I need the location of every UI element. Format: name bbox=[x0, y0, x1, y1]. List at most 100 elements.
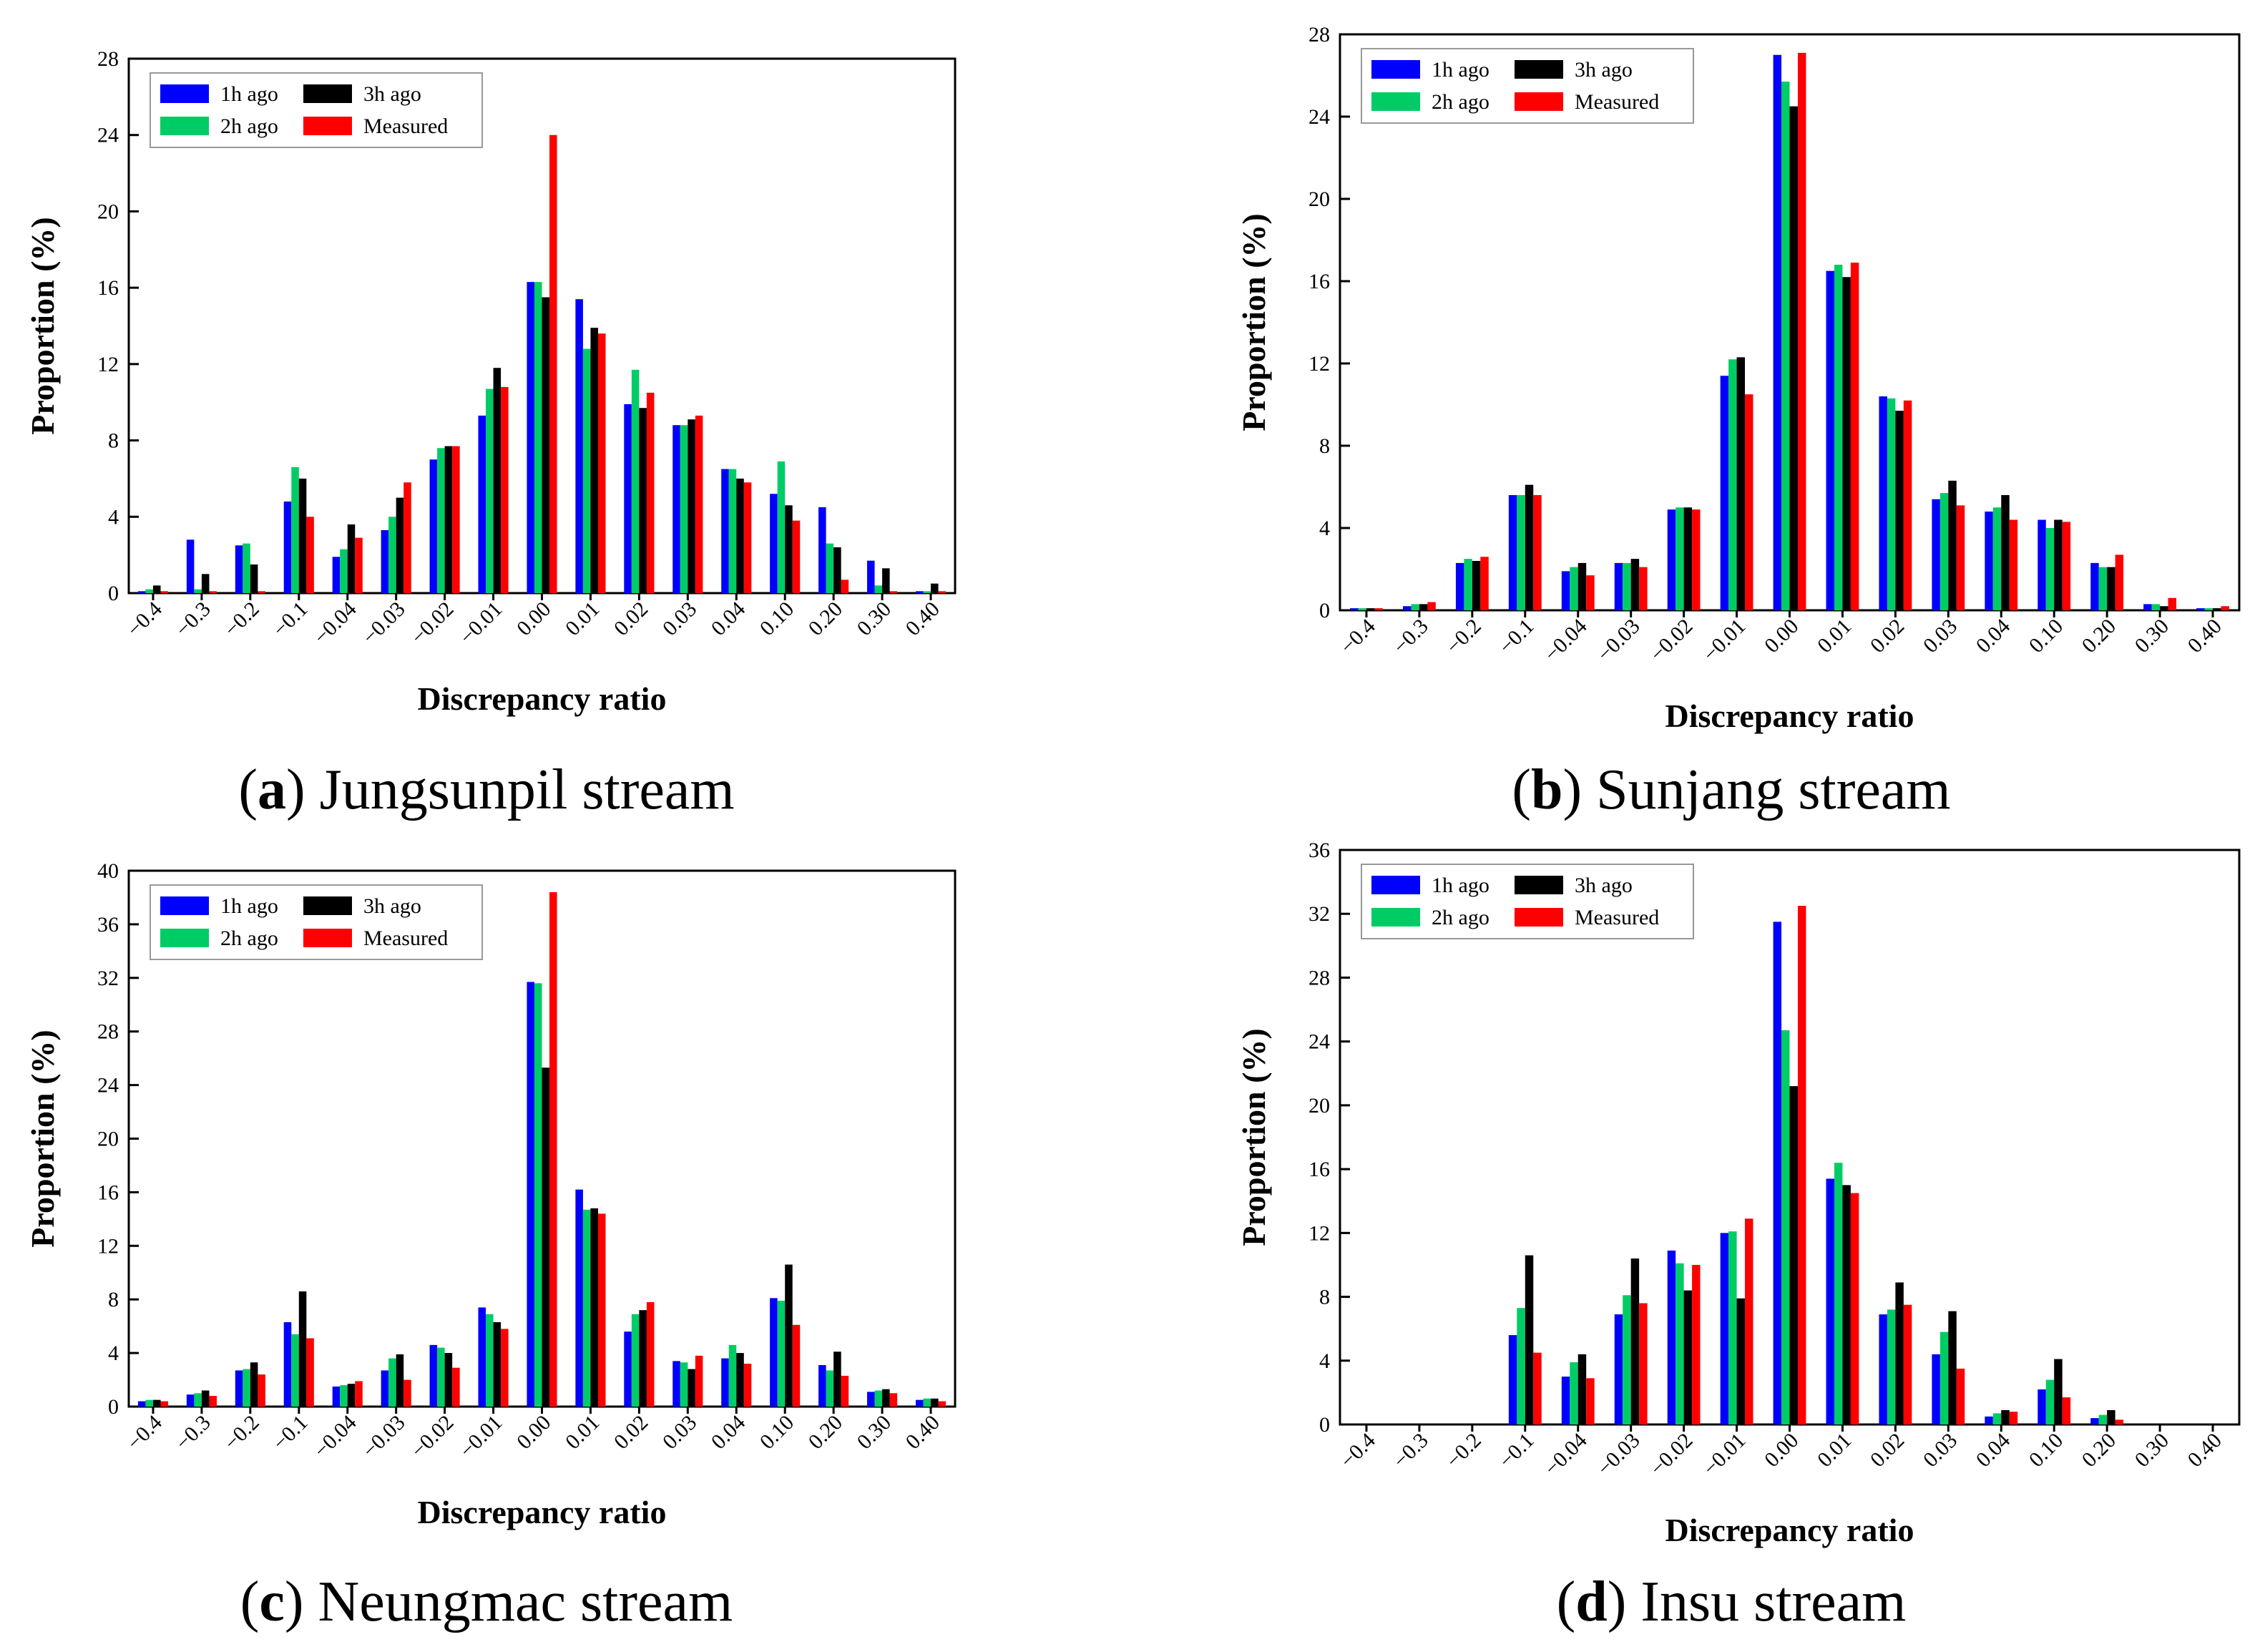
bar-2h-ago bbox=[486, 1314, 494, 1407]
legend-label: 2h ago bbox=[1432, 90, 1489, 114]
bar-2h-ago bbox=[1992, 507, 2002, 610]
bar-measured bbox=[1850, 1193, 1859, 1424]
bar-3h-ago bbox=[1789, 1086, 1798, 1424]
bar-3h-ago bbox=[493, 1322, 502, 1407]
bar-2h-ago bbox=[2045, 528, 2055, 610]
bar-measured bbox=[549, 891, 557, 1407]
bar-1h-ago bbox=[2196, 608, 2205, 610]
bar-1h-ago bbox=[818, 507, 826, 593]
bar-1h-ago bbox=[1932, 499, 1940, 610]
y-tick-label: 24 bbox=[1308, 1030, 1330, 1054]
bar-1h-ago bbox=[624, 404, 632, 593]
bar-1h-ago bbox=[770, 1298, 778, 1407]
y-tick-label: 0 bbox=[108, 1395, 119, 1419]
bar-3h-ago bbox=[931, 583, 939, 593]
bar-2h-ago bbox=[1676, 507, 1684, 610]
bar-3h-ago bbox=[1683, 1290, 1693, 1424]
bar-1h-ago bbox=[332, 557, 341, 593]
bar-measured bbox=[403, 482, 411, 593]
bar-1h-ago bbox=[2038, 519, 2046, 610]
y-tick-label: 32 bbox=[97, 967, 119, 990]
bar-1h-ago bbox=[381, 529, 389, 593]
y-tick-label: 36 bbox=[1308, 839, 1330, 862]
bar-1h-ago bbox=[575, 1189, 583, 1407]
bar-measured bbox=[1903, 400, 1912, 610]
bar-measured bbox=[792, 520, 801, 593]
bar-1h-ago bbox=[1985, 512, 1993, 610]
bar-2h-ago bbox=[2151, 604, 2161, 610]
bar-3h-ago bbox=[2107, 1409, 2115, 1424]
bar-1h-ago bbox=[867, 1392, 875, 1407]
bar-3h-ago bbox=[444, 1353, 453, 1407]
bar-3h-ago bbox=[444, 446, 453, 593]
bar-measured bbox=[889, 591, 898, 593]
bar-2h-ago bbox=[1358, 608, 1366, 610]
bar-measured bbox=[355, 537, 363, 593]
y-tick-label: 28 bbox=[1308, 23, 1330, 47]
bar-2h-ago bbox=[631, 1314, 640, 1407]
bar-measured bbox=[889, 1393, 898, 1407]
bar-3h-ago bbox=[1736, 357, 1746, 610]
bar-measured bbox=[452, 1367, 460, 1407]
bar-1h-ago bbox=[818, 1364, 826, 1407]
bar-measured bbox=[2221, 606, 2229, 610]
bar-2h-ago bbox=[874, 585, 883, 593]
bar-2h-ago bbox=[1887, 1309, 1896, 1424]
legend-swatch bbox=[1371, 92, 1420, 111]
bar-3h-ago bbox=[2001, 495, 2010, 610]
bar-1h-ago bbox=[527, 982, 534, 1407]
y-axis-title: Proportion (%) bbox=[24, 217, 61, 435]
bar-3h-ago bbox=[1419, 604, 1428, 610]
y-tick-label: 32 bbox=[1308, 902, 1330, 926]
bar-3h-ago bbox=[736, 478, 744, 593]
bar-3h-ago bbox=[347, 524, 356, 593]
bar-1h-ago bbox=[1932, 1354, 1940, 1424]
bar-measured bbox=[1427, 602, 1436, 610]
y-tick-label: 8 bbox=[108, 1288, 119, 1311]
bar-2h-ago bbox=[2098, 1414, 2108, 1424]
bar-2h-ago bbox=[1676, 1263, 1684, 1424]
bar-2h-ago bbox=[874, 1390, 883, 1407]
y-tick-label: 12 bbox=[1308, 352, 1330, 376]
bar-2h-ago bbox=[194, 1393, 202, 1407]
bar-3h-ago bbox=[152, 1399, 161, 1407]
bar-1h-ago bbox=[1350, 608, 1359, 610]
bar-measured bbox=[1903, 1304, 1912, 1424]
legend-label: 3h ago bbox=[363, 894, 421, 918]
legend-swatch bbox=[1515, 908, 1563, 927]
legend-swatch bbox=[160, 84, 209, 103]
bar-1h-ago bbox=[770, 494, 778, 593]
bar-measured bbox=[2168, 597, 2177, 610]
bar-3h-ago bbox=[1577, 562, 1587, 610]
y-axis-title: Proportion (%) bbox=[1236, 1028, 1272, 1246]
bar-3h-ago bbox=[493, 368, 502, 593]
bar-1h-ago bbox=[1561, 1377, 1570, 1424]
bar-measured bbox=[306, 517, 314, 593]
bar-1h-ago bbox=[721, 1358, 729, 1407]
bar-2h-ago bbox=[1517, 495, 1525, 610]
bar-1h-ago bbox=[283, 501, 292, 593]
bar-measured bbox=[1533, 495, 1542, 610]
bar-2h-ago bbox=[1411, 604, 1419, 610]
y-tick-label: 0 bbox=[108, 582, 119, 605]
bar-3h-ago bbox=[1789, 106, 1798, 610]
bar-2h-ago bbox=[534, 983, 542, 1407]
bar-2h-ago bbox=[923, 591, 931, 593]
bar-3h-ago bbox=[298, 478, 307, 593]
bar-measured bbox=[597, 333, 606, 593]
bar-2h-ago bbox=[437, 448, 445, 593]
bar-2h-ago bbox=[826, 1370, 834, 1407]
bar-measured bbox=[695, 1355, 703, 1407]
bar-2h-ago bbox=[243, 1369, 250, 1407]
legend-label: Measured bbox=[363, 927, 448, 950]
bar-2h-ago bbox=[194, 589, 202, 593]
bar-3h-ago bbox=[931, 1398, 939, 1407]
bar-2h-ago bbox=[1834, 1163, 1843, 1424]
bar-3h-ago bbox=[1630, 559, 1640, 610]
bar-2h-ago bbox=[1570, 567, 1578, 610]
bar-1h-ago bbox=[1773, 54, 1782, 610]
panel-caption: (b) Sunjang stream bbox=[1512, 758, 1950, 821]
legend-swatch bbox=[303, 117, 352, 135]
